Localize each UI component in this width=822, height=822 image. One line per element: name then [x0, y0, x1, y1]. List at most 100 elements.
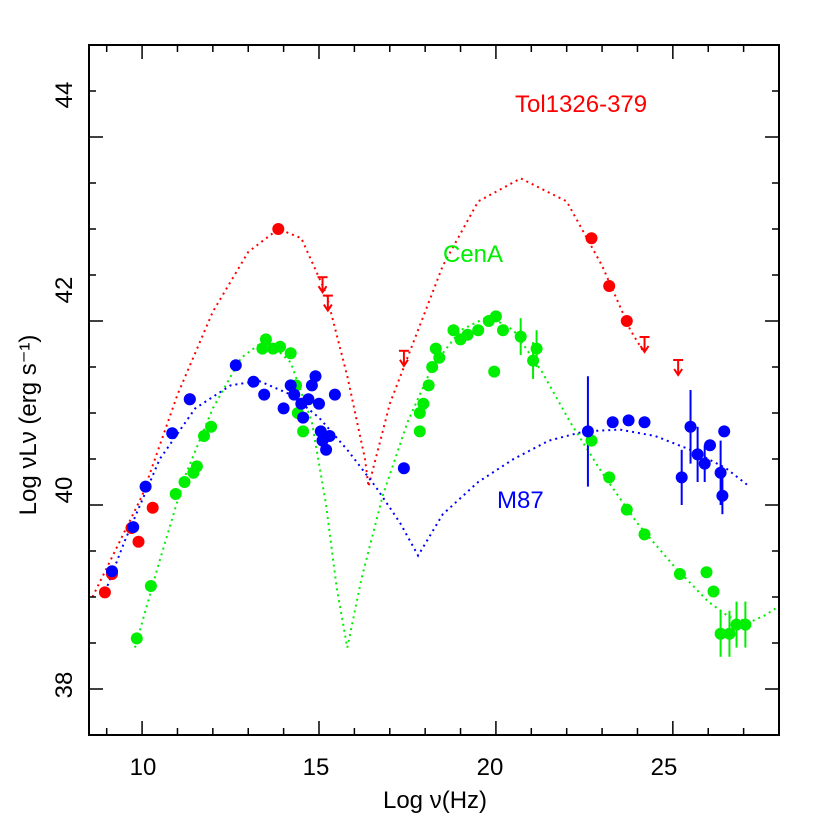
data-point-tol1326-379 [272, 223, 285, 235]
data-point-cena [198, 430, 210, 442]
model-curve-m87 [102, 379, 748, 598]
data-point-tol1326-379 [132, 535, 145, 548]
data-point-cena [585, 434, 598, 447]
data-point-cena [205, 420, 218, 433]
y-tick-label: 38 [51, 672, 78, 699]
x-tick-label: 25 [651, 754, 678, 781]
data-point-m87 [247, 375, 260, 388]
upper-limit-arrow-tol1326-379 [322, 294, 333, 313]
data-point-m87 [622, 414, 635, 427]
data-point-cena [488, 365, 501, 378]
upper-limit-arrow-tol1326-379 [639, 336, 650, 354]
data-point-m87 [106, 565, 118, 578]
model-curves [91, 177, 780, 648]
data-point-cena [447, 324, 460, 337]
data-point-m87 [397, 462, 410, 475]
series-label-m87: M87 [497, 487, 544, 514]
data-point-cena [259, 333, 272, 346]
data-point-m87 [284, 379, 297, 392]
data-point-m87 [183, 393, 196, 406]
data-point-cena [417, 397, 430, 410]
x-tick-label: 15 [303, 754, 330, 781]
data-point-m87 [277, 402, 290, 415]
x-tick-label: 10 [130, 754, 157, 781]
data-point-m87 [638, 416, 651, 429]
series-label-cena: CenA [443, 241, 503, 268]
data-point-m87 [718, 425, 731, 438]
data-point-cena [426, 361, 439, 373]
y-tick-label: 42 [51, 277, 78, 304]
data-point-m87 [166, 427, 179, 440]
series-label-tol1326-379: Tol1326-379 [515, 91, 647, 118]
data-point-m87 [704, 439, 716, 452]
y-tick-label: 44 [51, 82, 78, 109]
plot-frame [88, 44, 780, 736]
data-point-cena [707, 585, 720, 598]
data-point-cena [297, 425, 310, 438]
data-point-cena [284, 347, 297, 360]
data-point-cena [514, 330, 527, 343]
data-point-cena [461, 328, 474, 341]
data-point-cena [413, 425, 426, 438]
data-point-cena [190, 460, 203, 473]
data-points [98, 223, 752, 645]
data-point-m87 [302, 393, 315, 406]
data-point-m87 [314, 425, 327, 438]
data-point-m87 [258, 388, 271, 401]
data-point-m87 [581, 425, 594, 438]
data-point-cena [527, 354, 540, 367]
data-point-cena [489, 310, 502, 323]
data-point-cena [638, 528, 651, 541]
data-point-cena [169, 488, 182, 500]
data-point-m87 [313, 397, 325, 410]
data-point-tol1326-379 [620, 315, 633, 327]
data-point-cena [274, 340, 287, 353]
y-tick-label: 40 [51, 477, 78, 504]
data-point-cena [603, 471, 616, 484]
data-point-m87 [297, 411, 310, 424]
data-point-tol1326-379 [585, 232, 598, 245]
data-point-m87 [288, 388, 301, 401]
upper-limits [317, 276, 684, 377]
data-point-m87 [309, 370, 322, 383]
data-point-m87 [139, 480, 152, 493]
axis-ticks [89, 44, 780, 735]
data-point-tol1326-379 [98, 586, 111, 599]
data-point-cena [620, 503, 633, 516]
data-point-cena [130, 632, 143, 645]
data-point-m87 [714, 466, 727, 479]
data-point-cena [700, 566, 713, 579]
y-axis-label: Log νLν (erg s⁻¹) [15, 335, 42, 516]
data-point-cena [739, 618, 752, 631]
data-point-cena [530, 342, 543, 355]
model-curve-cena [134, 315, 780, 648]
upper-limit-arrow-tol1326-379 [317, 276, 328, 295]
tick-labels: 10 15 20 25 38 40 42 44 [51, 82, 677, 781]
data-point-cena [472, 324, 485, 337]
data-point-m87 [606, 416, 619, 429]
model-curve-tol1326-379 [91, 177, 646, 598]
data-point-m87 [320, 443, 333, 456]
data-point-m87 [675, 471, 688, 484]
data-point-tol1326-379 [146, 501, 159, 514]
data-point-m87 [305, 379, 318, 392]
error-bars [519, 318, 747, 657]
data-point-cena [144, 580, 157, 592]
data-point-cena [497, 324, 509, 337]
upper-limit-arrow-tol1326-379 [398, 349, 409, 368]
data-point-m87 [229, 359, 242, 372]
data-point-m87 [323, 430, 336, 442]
x-tick-label: 20 [477, 754, 504, 781]
data-point-cena [673, 568, 686, 580]
data-point-m87 [716, 489, 729, 502]
data-point-cena [730, 618, 743, 631]
data-point-tol1326-379 [603, 280, 616, 292]
data-point-m87 [698, 457, 711, 470]
data-point-m87 [328, 388, 341, 401]
data-point-cena [422, 379, 435, 392]
data-point-cena [723, 627, 736, 640]
data-point-m87 [691, 448, 704, 461]
data-point-cena [256, 342, 269, 355]
x-axis-label: Log ν(Hz) [383, 787, 487, 814]
